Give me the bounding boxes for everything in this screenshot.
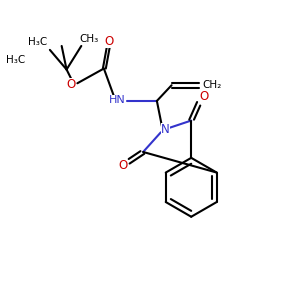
Text: O: O — [67, 78, 76, 91]
Text: H₃C: H₃C — [28, 37, 47, 47]
Text: N: N — [161, 123, 170, 136]
Text: O: O — [104, 34, 113, 48]
Text: O: O — [118, 159, 127, 172]
Text: O: O — [200, 91, 208, 103]
Text: HN: HN — [109, 95, 126, 105]
Text: CH₂: CH₂ — [202, 80, 221, 90]
Text: H₃C: H₃C — [6, 55, 25, 65]
Text: CH₃: CH₃ — [80, 34, 99, 44]
